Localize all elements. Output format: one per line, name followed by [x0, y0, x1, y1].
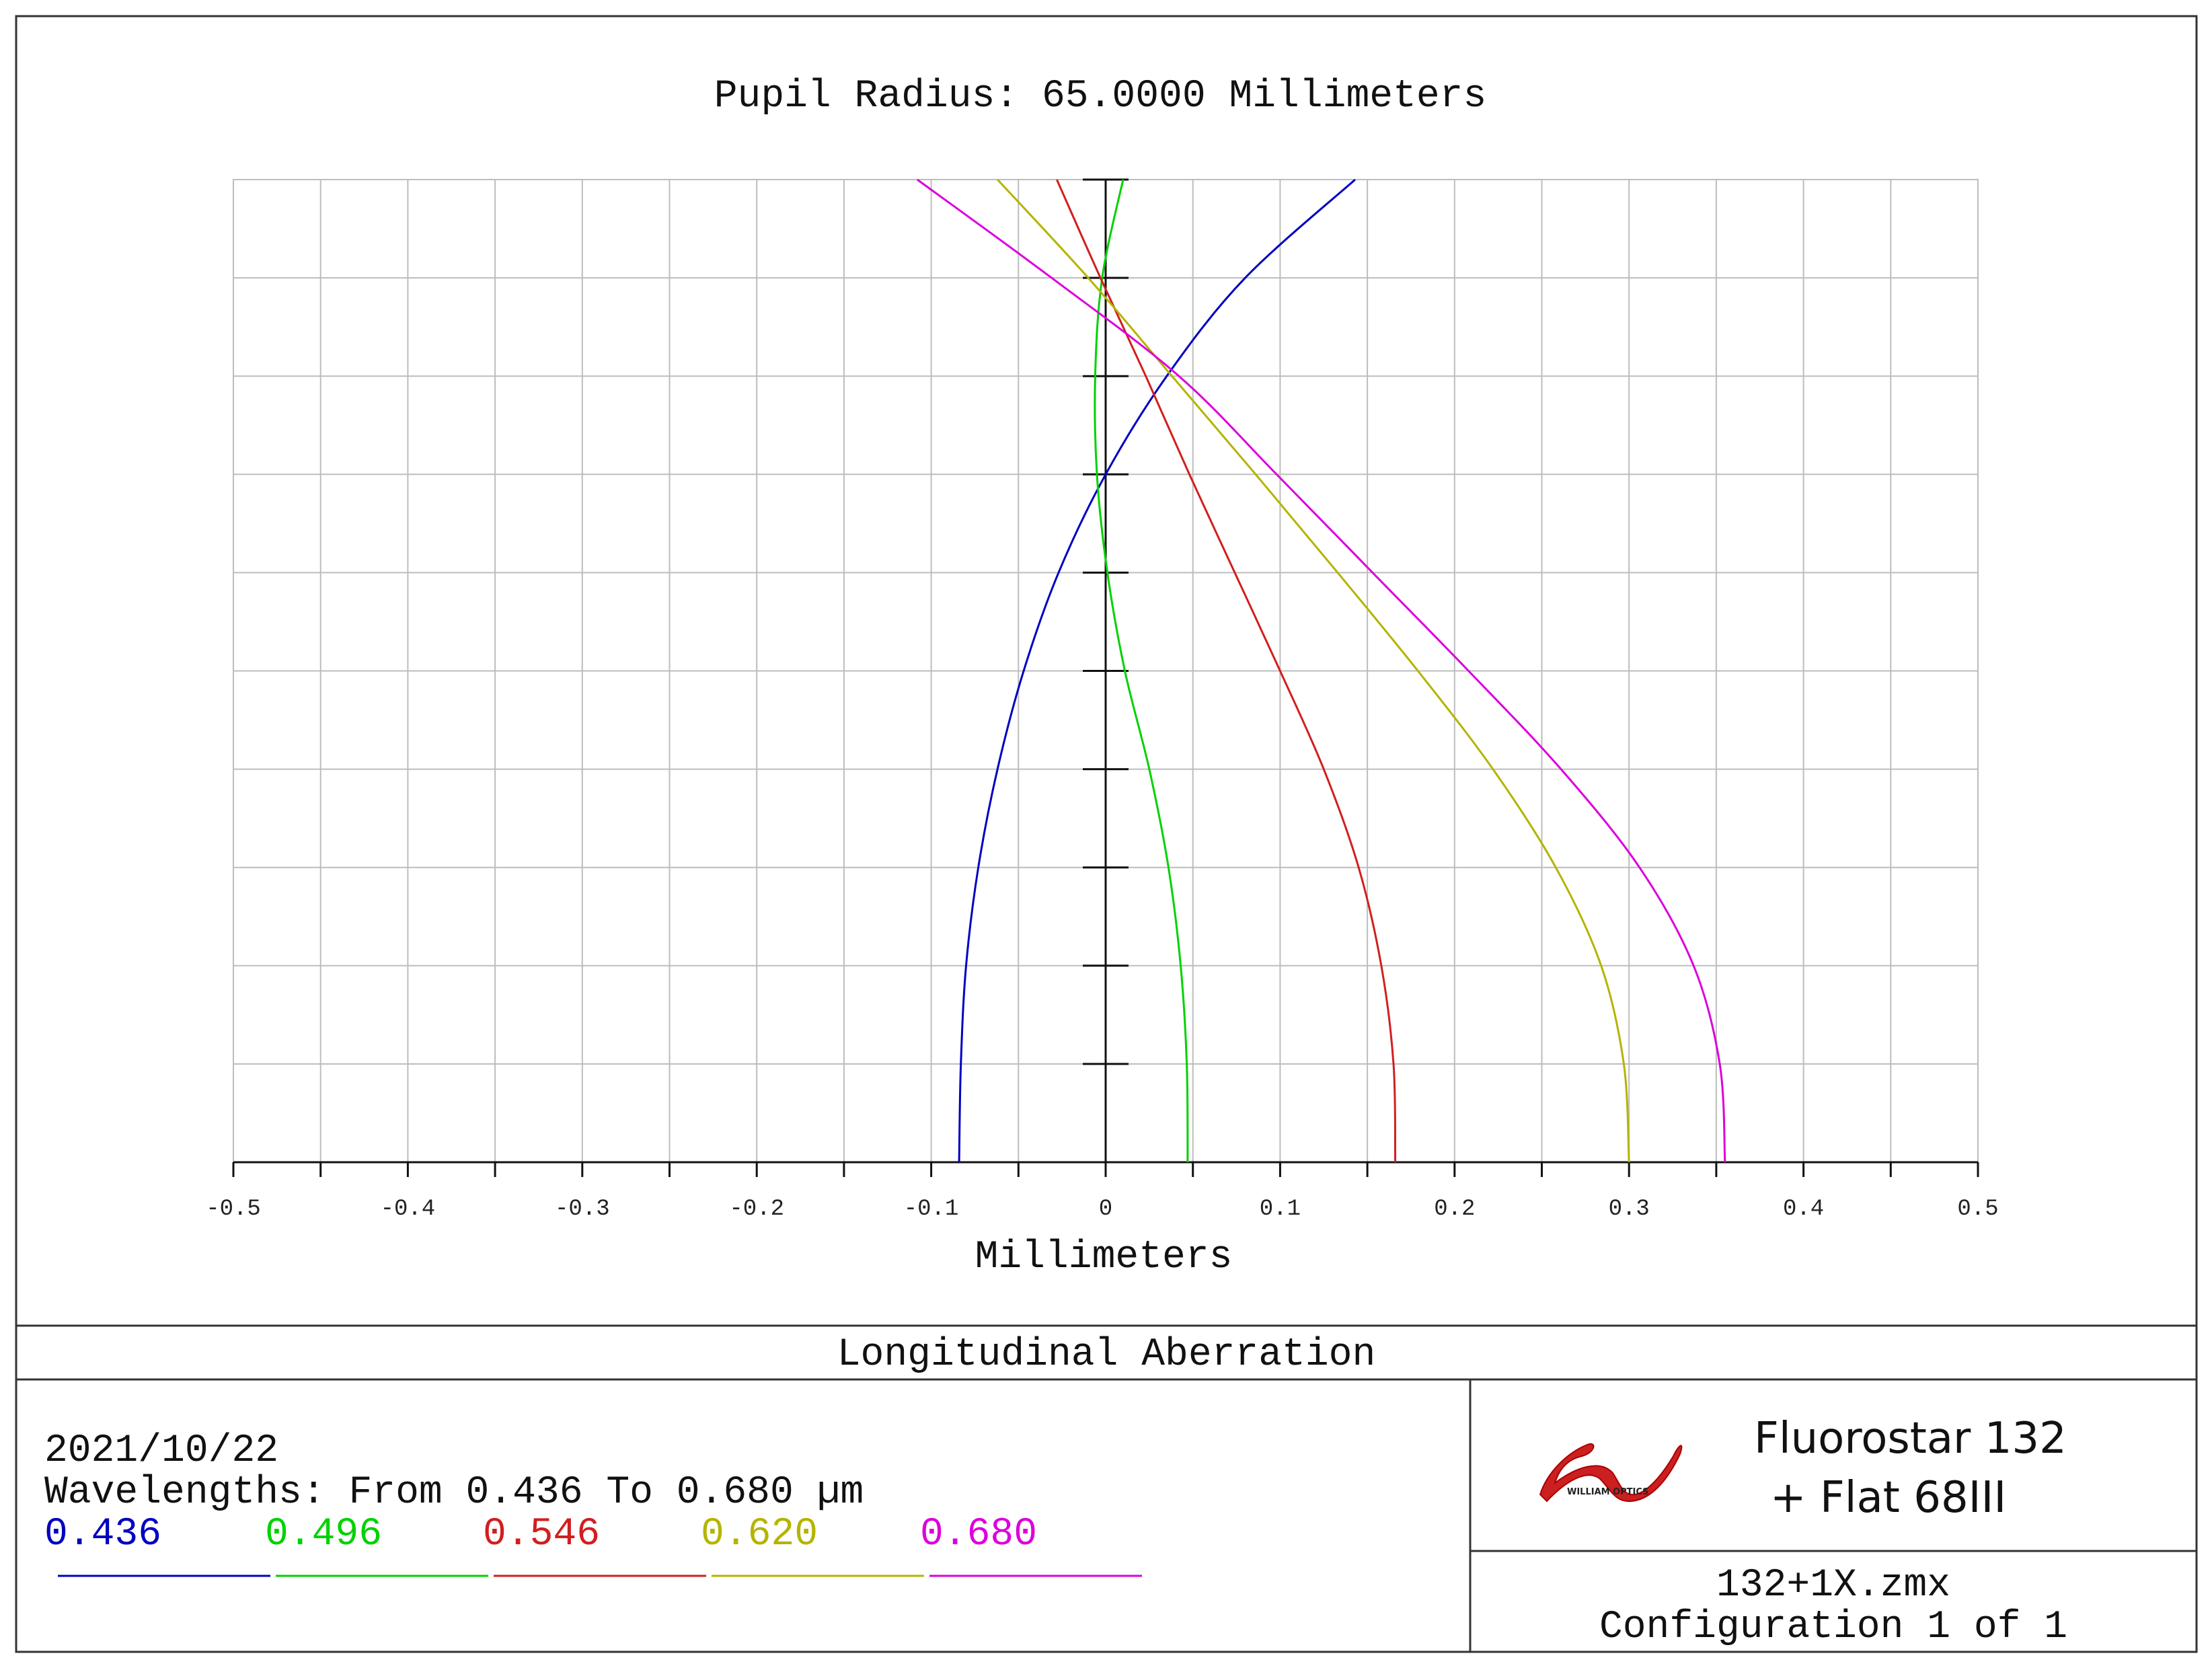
- company-logo: WILLIAM OPTICS: [1539, 1443, 1683, 1503]
- wavelength-range: Wavelengths: From 0.436 To 0.680 µm: [44, 1471, 864, 1515]
- x-tick-label: 0.4: [1783, 1197, 1824, 1222]
- series-line-0-546: [1055, 179, 1397, 1163]
- x-tick-label: -0.2: [729, 1197, 784, 1222]
- x-tick-label: -0.1: [904, 1197, 959, 1222]
- legend-label-0-680: 0.680: [920, 1513, 1037, 1556]
- chart-axes: [232, 178, 1979, 1177]
- x-tick-label: 0.5: [1957, 1197, 1998, 1222]
- configuration-label: Configuration 1 of 1: [1599, 1605, 2067, 1649]
- x-tick-label: -0.3: [555, 1197, 610, 1222]
- series-line-0-436: [958, 178, 1356, 1163]
- pupil-radius-label: Pupil Radius: 65.0000 Millimeters: [714, 75, 1487, 118]
- chart-area: -0.5 -0.4 -0.3 -0.2 -0.1 0 0.1 0.2 0.3 0.4 0.5: [206, 178, 1999, 1222]
- product-name-line1: Fluorostar 132: [1754, 1414, 2067, 1464]
- chart-series: [916, 178, 1726, 1163]
- series-line-0-680: [916, 178, 1726, 1163]
- x-tick-label: 0.1: [1260, 1197, 1301, 1222]
- logo-text: WILLIAM OPTICS: [1567, 1487, 1649, 1497]
- legend-label-0-546: 0.546: [483, 1513, 600, 1556]
- x-axis-label: Millimeters: [975, 1236, 1233, 1279]
- x-tick-labels: -0.5 -0.4 -0.3 -0.2 -0.1 0 0.1 0.2 0.3 0.4 0.5: [206, 1197, 1998, 1222]
- swan-logo-icon: [1539, 1443, 1683, 1503]
- series-line-0-496: [1094, 179, 1189, 1163]
- report-date: 2021/10/22: [44, 1429, 278, 1473]
- x-tick-label: 0: [1099, 1197, 1112, 1222]
- x-tick-label: -0.4: [381, 1197, 436, 1222]
- legend-label-0-496: 0.496: [265, 1513, 382, 1556]
- product-name-line2: + Flat 68III: [1770, 1473, 2006, 1523]
- legend-label-0-436: 0.436: [44, 1513, 161, 1556]
- wavelength-legend: 0.436 0.496 0.546 0.620 0.680: [44, 1513, 1142, 1577]
- x-tick-label: 0.2: [1434, 1197, 1475, 1222]
- lens-file-name: 132+1X.zmx: [1716, 1564, 1950, 1607]
- x-tick-label: 0.3: [1609, 1197, 1650, 1222]
- series-line-0-620: [997, 178, 1630, 1163]
- outer-border: [15, 15, 2198, 1653]
- legend-label-0-620: 0.620: [701, 1513, 818, 1556]
- plot-title: Longitudinal Aberration: [837, 1333, 1376, 1377]
- x-tick-label: -0.5: [206, 1197, 261, 1222]
- chart-grid: [233, 179, 1979, 1163]
